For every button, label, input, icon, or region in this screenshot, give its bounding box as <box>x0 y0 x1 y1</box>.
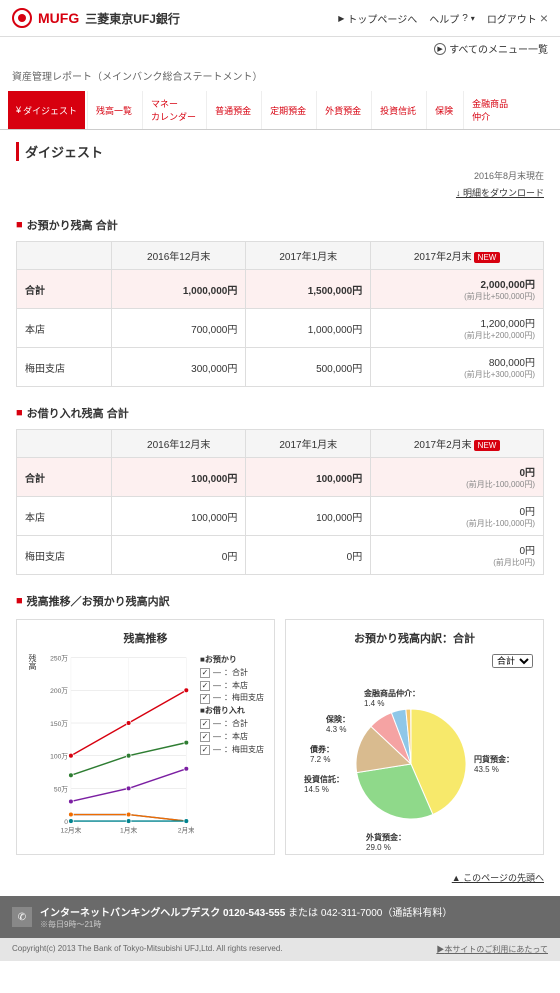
loan-table: 2016年12月末2017年1月末2017年2月末NEW合計100,000円10… <box>16 429 544 575</box>
column-header: 2016年12月末 <box>112 430 246 458</box>
svg-text:0: 0 <box>64 819 68 826</box>
page-title: ダイジェスト <box>16 142 544 161</box>
pie-label: 債券：7.2 % <box>310 744 334 764</box>
tabs: ¥ダイジェスト残高一覧マネーカレンダー普通預金定期預金外貨預金投資信託保険金融商… <box>0 91 560 130</box>
line-chart-box: 残高推移 残高 0 50万 100万 150万 200万 250万 12月末 1月末 2月末 ■… <box>16 619 275 855</box>
table-row: 本店700,000円1,000,000円1,200,000円(前月比+200,0… <box>17 309 544 348</box>
y-axis-label: 残高 <box>27 654 38 842</box>
svg-text:2月末: 2月末 <box>178 826 194 835</box>
column-header: 2017年2月末NEW <box>371 242 544 270</box>
pie-chart-title: お預かり残高内訳：合計 <box>296 630 533 646</box>
logo-text: MUFG <box>38 10 79 26</box>
pie-label: 円貨預金：43.5 % <box>474 754 514 774</box>
legend-group-title: ■お預かり <box>200 654 264 667</box>
tab-外貨預金[interactable]: 外貨預金 <box>316 91 369 129</box>
svg-text:150万: 150万 <box>50 720 68 728</box>
circle-arrow-icon: ▶ <box>434 43 446 55</box>
table-row: 梅田支店0円0円0円(前月比0円) <box>17 536 544 575</box>
logout-link[interactable]: ログアウト× <box>487 10 548 26</box>
chevron-down-icon: ▾ <box>471 14 475 23</box>
svg-text:50万: 50万 <box>54 785 68 793</box>
checkbox-icon: ✓ <box>200 681 210 691</box>
checkbox-icon: ✓ <box>200 732 210 742</box>
pie-chart: 円貨預金：43.5 %外貨預金：29.0 %投資信託：14.5 %債券：7.2 … <box>296 674 533 844</box>
new-badge: NEW <box>474 440 501 451</box>
usage-link[interactable]: ▶本サイトのご利用にあたって <box>436 944 548 955</box>
page-top-link[interactable]: ▲ このページの先頭へ <box>452 873 544 883</box>
table-row: 本店100,000円100,000円0円(前月比-100,000円) <box>17 497 544 536</box>
charts-section-title: 残高推移／お預かり残高内訳 <box>16 593 544 609</box>
legend-item[interactable]: ✓—：梅田支店 <box>200 744 264 757</box>
deposit-table: 2016年12月末2017年1月末2017年2月末NEW合計1,000,000円… <box>16 241 544 387</box>
mufg-logo-icon <box>12 8 32 28</box>
pie-label: 保険：4.3 % <box>326 714 350 734</box>
svg-text:200万: 200万 <box>50 687 68 695</box>
footer-phone1: 0120-543-555 <box>223 908 285 919</box>
pie-label: 外貨預金：29.0 % <box>366 832 406 852</box>
pie-label: 投資信託：14.5 % <box>304 774 344 794</box>
close-icon: × <box>540 10 548 26</box>
checkbox-icon: ✓ <box>200 745 210 755</box>
footer-phone2: 042-311-7000（通話料有料） <box>321 908 453 919</box>
table-row: 梅田支店300,000円500,000円800,000円(前月比+300,000… <box>17 348 544 387</box>
tab-ダイジェスト[interactable]: ¥ダイジェスト <box>8 91 85 129</box>
footer: ✆ インターネットバンキングヘルプデスク 0120-543-555 または 04… <box>0 896 560 938</box>
breadcrumb: 資産管理レポート（メインバンク総合ステートメント） <box>0 60 560 91</box>
column-header: 2017年1月末 <box>246 430 371 458</box>
legend-item[interactable]: ✓—：梅田支店 <box>200 692 264 705</box>
pie-select[interactable]: 合計 <box>492 654 533 668</box>
footer-hours: ※毎日9時～21時 <box>40 919 452 930</box>
svg-text:100万: 100万 <box>50 753 68 761</box>
line-chart: 0 50万 100万 150万 200万 250万 12月末 1月末 2月末 <box>44 654 194 842</box>
tab-定期預金[interactable]: 定期預金 <box>261 91 314 129</box>
table-row: 合計100,000円100,000円0円(前月比-100,000円) <box>17 458 544 497</box>
svg-text:1月末: 1月末 <box>120 826 137 835</box>
svg-text:250万: 250万 <box>50 655 68 663</box>
legend-item[interactable]: ✓—：合計 <box>200 718 264 731</box>
tab-残高一覧[interactable]: 残高一覧 <box>87 91 140 129</box>
yen-icon: ¥ <box>16 105 21 115</box>
date-info: 2016年8月末現在 <box>16 169 544 182</box>
column-header <box>17 430 112 458</box>
logo-area: MUFG 三菱東京UFJ銀行 <box>12 8 180 28</box>
pie-chart-box: お預かり残高内訳：合計 合計 円貨預金：43.5 %外貨預金：29.0 %投資信… <box>285 619 544 855</box>
footer-title: インターネットバンキングヘルプデスク <box>40 908 220 919</box>
arrow-icon: ▶ <box>338 14 344 23</box>
column-header: 2017年2月末NEW <box>371 430 544 458</box>
tab-保険[interactable]: 保険 <box>426 91 461 129</box>
loan-section-title: お借り入れ残高 合計 <box>16 405 544 421</box>
tab-マネーカレンダー[interactable]: マネーカレンダー <box>142 91 204 129</box>
bank-name: 三菱東京UFJ銀行 <box>85 10 180 27</box>
column-header: 2016年12月末 <box>112 242 246 270</box>
deposit-section-title: お預かり残高 合計 <box>16 217 544 233</box>
checkbox-icon: ✓ <box>200 668 210 678</box>
tab-投資信託[interactable]: 投資信託 <box>371 91 424 129</box>
column-header <box>17 242 112 270</box>
top-page-link[interactable]: ▶トップページへ <box>338 11 417 26</box>
checkbox-icon: ✓ <box>200 694 210 704</box>
help-link[interactable]: ヘルプ?▾ <box>429 11 475 26</box>
help-icon: ? <box>462 13 468 24</box>
line-chart-legend: ■お預かり✓—：合計✓—：本店✓—：梅田支店■お借り入れ✓—：合計✓—：本店✓—… <box>200 654 264 842</box>
legend-item[interactable]: ✓—：合計 <box>200 667 264 680</box>
tab-金融商品仲介[interactable]: 金融商品仲介 <box>463 91 516 129</box>
download-link[interactable]: ↓ 明細をダウンロード <box>456 188 544 198</box>
table-row: 合計1,000,000円1,500,000円2,000,000円(前月比+500… <box>17 270 544 309</box>
legend-item[interactable]: ✓—：本店 <box>200 680 264 693</box>
copyright-text: Copyright(c) 2013 The Bank of Tokyo-Mits… <box>12 944 283 955</box>
new-badge: NEW <box>474 252 501 263</box>
checkbox-icon: ✓ <box>200 719 210 729</box>
column-header: 2017年1月末 <box>246 242 371 270</box>
all-menu-link[interactable]: ▶すべてのメニュー一覧 <box>434 41 548 56</box>
legend-item[interactable]: ✓—：本店 <box>200 731 264 744</box>
line-chart-title: 残高推移 <box>27 630 264 646</box>
phone-icon: ✆ <box>12 907 32 927</box>
svg-text:12月末: 12月末 <box>60 826 81 835</box>
legend-group-title: ■お借り入れ <box>200 705 264 718</box>
pie-label: 金融商品仲介：1.4 % <box>364 688 420 708</box>
tab-普通預金[interactable]: 普通預金 <box>206 91 259 129</box>
